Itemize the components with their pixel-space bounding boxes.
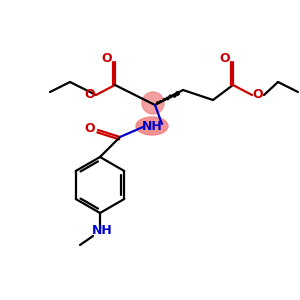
Text: O: O bbox=[102, 52, 112, 65]
Text: NH: NH bbox=[142, 119, 162, 133]
Ellipse shape bbox=[136, 117, 168, 135]
Text: O: O bbox=[253, 88, 263, 101]
Text: O: O bbox=[85, 122, 95, 136]
Text: NH: NH bbox=[92, 224, 112, 238]
Text: O: O bbox=[220, 52, 230, 65]
Circle shape bbox=[142, 92, 164, 114]
Text: O: O bbox=[85, 88, 95, 101]
